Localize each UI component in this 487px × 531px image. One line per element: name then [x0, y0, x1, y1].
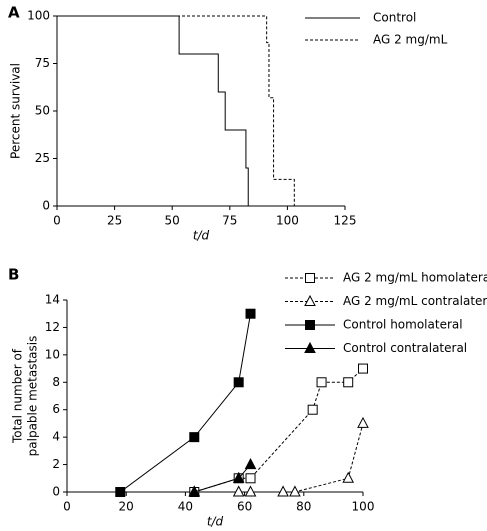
- series-line: [57, 15, 249, 206]
- legend-marker: [304, 294, 316, 306]
- series-line: [194, 368, 364, 493]
- legend-label: Control: [373, 11, 416, 25]
- panel-label: A: [8, 4, 20, 22]
- marker: [188, 485, 201, 497]
- x-tick-label: 20: [119, 500, 134, 514]
- legend-label: Control contralateral: [343, 341, 467, 355]
- x-tick-label: 125: [334, 214, 357, 228]
- x-axis-label: t/d: [207, 515, 224, 529]
- marker: [245, 473, 256, 484]
- legend-marker: [305, 273, 315, 283]
- series-line: [57, 15, 295, 206]
- y-tick-label: 50: [35, 104, 50, 118]
- x-tick-label: 100: [352, 500, 375, 514]
- x-tick-label: 100: [276, 214, 299, 228]
- legend-label: AG 2 mg/mL: [373, 33, 448, 47]
- marker: [358, 363, 368, 374]
- marker: [244, 457, 257, 470]
- legend-label: Control homolateral: [343, 318, 463, 332]
- x-tick-label: 0: [63, 500, 71, 514]
- y-tick-label: 0: [42, 199, 50, 213]
- y-tick-label: 6: [52, 402, 60, 416]
- x-axis-label: t/d: [193, 229, 210, 243]
- marker: [342, 471, 355, 483]
- y-tick-label: 100: [27, 9, 50, 23]
- y-axis-label: Total number of: [11, 348, 25, 444]
- marker: [289, 485, 301, 497]
- y-tick-label: 4: [52, 430, 60, 444]
- marker: [115, 487, 126, 497]
- marker: [232, 471, 245, 483]
- x-tick-label: 40: [178, 500, 193, 514]
- marker: [245, 308, 256, 319]
- y-axis-label: Percent survival: [9, 63, 23, 159]
- y-tick-label: 25: [35, 151, 50, 165]
- series-line: [194, 423, 364, 493]
- legend-label: AG 2 mg/mL contralateral: [343, 294, 487, 308]
- marker: [307, 404, 318, 415]
- legend-marker: [304, 341, 316, 353]
- marker: [357, 416, 369, 428]
- marker: [232, 485, 245, 497]
- x-tick-label: 50: [165, 214, 180, 228]
- y-axis-label: palpable metastasis: [26, 336, 40, 457]
- legend-label: AG 2 mg/mL homolateral: [343, 271, 487, 285]
- marker: [189, 432, 200, 443]
- marker: [316, 377, 327, 388]
- x-tick-label: 80: [296, 500, 311, 514]
- y-tick-label: 75: [35, 56, 50, 70]
- legend-marker: [305, 320, 315, 330]
- panel-label: B: [8, 266, 19, 284]
- x-tick-label: 25: [107, 214, 122, 228]
- y-tick-label: 0: [52, 485, 60, 499]
- y-tick-label: 2: [52, 457, 60, 471]
- marker: [244, 485, 257, 497]
- marker: [343, 377, 354, 388]
- y-tick-label: 12: [45, 320, 60, 334]
- marker: [277, 485, 289, 497]
- y-tick-label: 14: [45, 293, 60, 307]
- x-tick-label: 0: [53, 214, 61, 228]
- x-tick-label: 60: [237, 500, 252, 514]
- series-line: [119, 313, 252, 493]
- y-tick-label: 10: [45, 347, 60, 361]
- marker: [233, 377, 244, 388]
- x-tick-label: 75: [222, 214, 237, 228]
- y-tick-label: 8: [52, 375, 60, 389]
